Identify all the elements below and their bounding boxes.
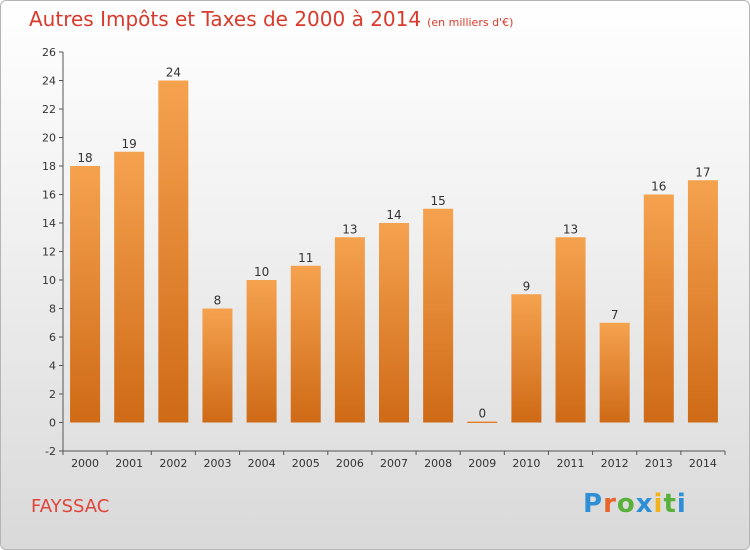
y-tick-label: 2 — [49, 388, 56, 401]
x-tick-label-2005: 2005 — [292, 457, 320, 470]
y-tick-label: 16 — [42, 189, 56, 202]
bar-2007 — [378, 223, 410, 423]
y-tick-label: 8 — [49, 303, 56, 316]
x-tick-label-2014: 2014 — [689, 457, 717, 470]
bar-2004 — [246, 280, 277, 423]
y-tick-label: 6 — [49, 331, 56, 344]
logo-letter: o — [616, 489, 636, 519]
logo-letter: t — [663, 489, 677, 519]
bar-2013 — [643, 194, 674, 423]
logo-letter: i — [676, 489, 687, 519]
bar-2014 — [687, 180, 718, 423]
data-label-2010: 9 — [523, 279, 531, 293]
chart-subtitle: (en milliers d'€) — [427, 16, 514, 29]
data-label-2003: 8 — [214, 294, 222, 308]
bar-2008 — [423, 208, 454, 423]
data-label-2002: 24 — [166, 66, 181, 80]
x-tick-label-2010: 2010 — [512, 457, 540, 470]
bar-2002 — [158, 80, 189, 423]
y-tick-label: 18 — [42, 160, 56, 173]
y-tick-label: 12 — [42, 246, 56, 259]
chart-bars — [70, 80, 718, 423]
bar-2012 — [599, 322, 630, 423]
y-tick-label: 22 — [42, 103, 56, 116]
data-label-2008: 15 — [430, 194, 445, 208]
bar-2001 — [114, 151, 145, 423]
y-tick-label: 26 — [42, 46, 56, 59]
x-tick-label-2012: 2012 — [601, 457, 629, 470]
x-tick-label-2008: 2008 — [424, 457, 452, 470]
logo-letter: r — [603, 489, 617, 519]
x-tick-label-2004: 2004 — [248, 457, 276, 470]
data-label-2001: 19 — [122, 137, 137, 151]
bar-2003 — [202, 308, 233, 423]
data-label-2014: 17 — [695, 165, 710, 179]
data-label-2006: 13 — [342, 222, 357, 236]
data-label-2013: 16 — [651, 180, 666, 194]
bar-2009 — [467, 421, 498, 423]
data-label-2005: 11 — [298, 251, 313, 265]
data-label-2004: 10 — [254, 265, 269, 279]
y-tick-label: 20 — [42, 132, 56, 145]
y-tick-label: 10 — [42, 274, 56, 287]
y-tick-label: 0 — [49, 417, 56, 430]
x-tick-label-2002: 2002 — [159, 457, 187, 470]
y-tick-label: 24 — [42, 75, 56, 88]
bar-2011 — [555, 237, 586, 423]
bar-2010 — [511, 294, 542, 423]
x-tick-label-2001: 2001 — [115, 457, 143, 470]
y-tick-label: 4 — [49, 360, 56, 373]
proxiti-logo: Proxiti — [583, 489, 687, 519]
chart-title-text: Autres Impôts et Taxes de 2000 à 2014 — [29, 7, 422, 31]
bar-2005 — [290, 265, 321, 423]
data-label-2009: 0 — [478, 407, 486, 421]
data-label-2012: 7 — [611, 308, 619, 322]
logo-letter: i — [653, 489, 664, 519]
chart-data-labels: 18 19 24 8 10 11 13 14 15 0 9 13 7 16 17 — [77, 66, 710, 421]
bar-2006 — [334, 237, 365, 423]
y-tick-label: -2 — [45, 445, 56, 458]
logo-letter: x — [635, 489, 654, 519]
data-label-2011: 13 — [563, 222, 578, 236]
x-tick-label-2006: 2006 — [336, 457, 364, 470]
commune-name: FAYSSAC — [31, 496, 110, 517]
x-tick-label-2013: 2013 — [645, 457, 673, 470]
y-tick-label: 14 — [42, 217, 56, 230]
x-tick-label-2007: 2007 — [380, 457, 408, 470]
chart-title: Autres Impôts et Taxes de 2000 à 2014 (en… — [29, 7, 513, 31]
data-label-2007: 14 — [386, 208, 401, 222]
bar-2000 — [70, 166, 101, 423]
data-label-2000: 18 — [77, 151, 92, 165]
logo-letter: P — [583, 489, 604, 519]
x-tick-label-2011: 2011 — [557, 457, 585, 470]
x-tick-label-2003: 2003 — [203, 457, 231, 470]
x-tick-label-2000: 2000 — [71, 457, 99, 470]
x-tick-label-2009: 2009 — [468, 457, 496, 470]
